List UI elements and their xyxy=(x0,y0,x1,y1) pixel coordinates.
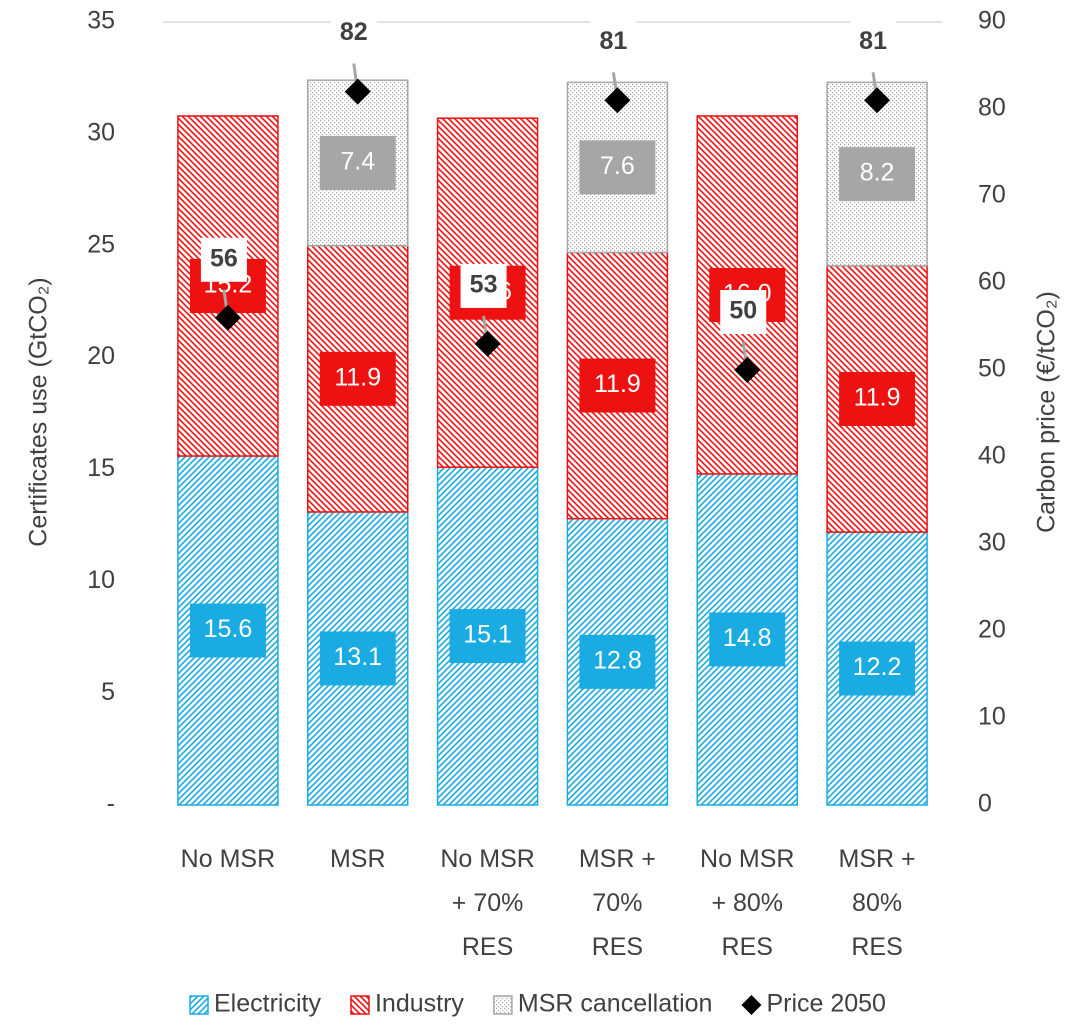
y2-tick-label: 60 xyxy=(978,268,1006,296)
x-tick-label: MSR +80% RES xyxy=(839,845,916,961)
data-label: 7.4 xyxy=(340,148,375,176)
data-label: 12.2 xyxy=(853,653,902,681)
price-marker xyxy=(734,357,761,383)
price-label: 82 xyxy=(340,18,368,46)
data-label-box xyxy=(839,641,916,696)
data-label: 11.9 xyxy=(854,384,901,412)
price-label: 56 xyxy=(210,244,238,272)
data-label: 12.8 xyxy=(593,646,642,674)
legend-label: Price 2050 xyxy=(766,990,886,1018)
legend-swatch xyxy=(493,995,513,1015)
price-marker xyxy=(604,87,631,114)
price-label-box xyxy=(200,237,247,282)
y-tick-label: 20 xyxy=(87,342,115,370)
data-label-box xyxy=(579,140,656,195)
price-label: 53 xyxy=(470,271,498,299)
y-tick-label: 15 xyxy=(87,454,115,482)
data-label-box xyxy=(579,634,656,689)
data-label-box xyxy=(579,358,656,413)
y2-tick-label: 40 xyxy=(978,442,1006,470)
data-label-box xyxy=(319,351,396,406)
price-label: 81 xyxy=(600,27,628,55)
data-label-box xyxy=(189,603,266,658)
data-label-box xyxy=(449,609,526,664)
x-tick-label: MSR xyxy=(330,845,386,873)
data-label-box xyxy=(839,371,916,426)
data-label: 11.9 xyxy=(334,363,381,391)
price-label: 50 xyxy=(729,297,757,325)
y2-tick-label: 50 xyxy=(978,355,1006,383)
legend-label: Electricity xyxy=(214,990,321,1018)
y-tick-label: - xyxy=(107,790,115,818)
y2-tick-label: 80 xyxy=(978,94,1006,122)
price-label-box xyxy=(460,263,507,308)
legend-label: Industry xyxy=(375,990,464,1018)
y-tick-label: 10 xyxy=(87,566,115,594)
price-marker xyxy=(474,330,501,357)
price-label-box xyxy=(590,20,637,65)
x-tick-label: No MSR + 80% RES xyxy=(700,845,794,961)
price-label-box xyxy=(720,290,767,334)
y2-axis-title: Carbon price (€/tCO₂) xyxy=(1033,291,1061,533)
legend-label: MSR cancellation xyxy=(518,990,713,1018)
x-tick-label: No MSR + 70% RES xyxy=(440,845,534,961)
y2-tick-label: 70 xyxy=(978,181,1006,209)
y2-tick-label: 0 xyxy=(978,790,992,818)
data-label-box xyxy=(839,147,916,202)
y2-tick-label: 10 xyxy=(978,703,1006,731)
data-label: 15.1 xyxy=(463,621,512,649)
data-label: 14.8 xyxy=(723,624,772,652)
price-marker xyxy=(214,304,241,331)
legend-swatch xyxy=(350,995,370,1015)
data-label: 11.9 xyxy=(594,370,641,398)
y2-tick-label: 30 xyxy=(978,529,1006,557)
data-label-box xyxy=(319,631,396,686)
legend-swatch xyxy=(189,995,209,1015)
y-tick-label: 30 xyxy=(87,118,115,146)
data-label: 15.6 xyxy=(204,615,253,643)
price-label-box xyxy=(330,11,377,56)
x-tick-label: MSR +70% RES xyxy=(579,845,656,961)
y2-tick-label: 20 xyxy=(978,616,1006,644)
y2-tick-label: 90 xyxy=(978,7,1006,35)
price-marker xyxy=(864,87,891,114)
price-marker xyxy=(344,78,371,105)
data-label-box xyxy=(319,135,396,190)
y-tick-label: 35 xyxy=(87,7,115,35)
data-label: 8.2 xyxy=(860,159,895,187)
x-tick-label: No MSR xyxy=(181,845,275,873)
y-tick-label: 5 xyxy=(101,678,115,706)
price-label-box xyxy=(850,20,897,65)
y-tick-label: 25 xyxy=(87,230,115,258)
y-axis-title: Certificates use (GtCO₂) xyxy=(25,277,53,546)
data-label: 7.6 xyxy=(600,152,635,180)
price-label: 81 xyxy=(859,27,887,55)
data-label: 13.1 xyxy=(333,643,382,671)
data-label-box xyxy=(709,612,786,667)
legend-marker xyxy=(741,995,762,1015)
